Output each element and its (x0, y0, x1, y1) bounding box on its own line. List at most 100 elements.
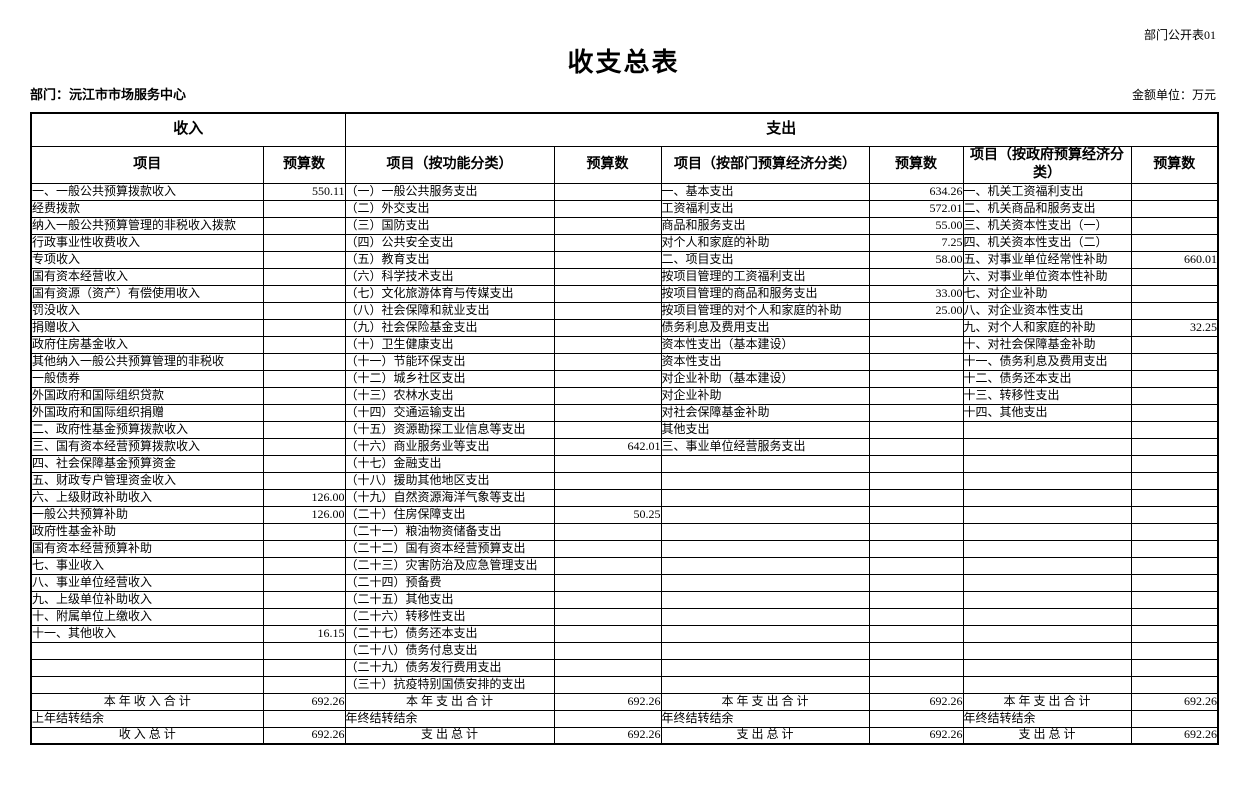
item-cell: （二十七）债务还本支出 (344, 624, 555, 643)
item-cell: （二十八）债务付息支出 (344, 641, 555, 660)
summary-value-cell (262, 709, 346, 728)
budget-value-cell: 572.01 (868, 199, 964, 218)
budget-value-cell (262, 352, 346, 371)
budget-value-cell (1130, 420, 1219, 439)
budget-value-cell (553, 335, 662, 354)
budget-value-cell (262, 556, 346, 575)
budget-value-cell (262, 369, 346, 388)
item-cell: （二十六）转移性支出 (344, 607, 555, 626)
budget-value-cell (262, 471, 346, 490)
item-cell (962, 471, 1132, 490)
budget-value-cell (553, 471, 662, 490)
budget-value-cell (262, 301, 346, 320)
budget-value-cell (1130, 675, 1219, 694)
budget-value-cell (553, 590, 662, 609)
item-cell: 经费拨款 (30, 199, 264, 218)
budget-value-cell (262, 437, 346, 456)
item-cell: 罚没收入 (30, 301, 264, 320)
budget-value-cell (868, 573, 964, 592)
table-row: 八、事业单位经营收入 （二十四）预备费 (30, 573, 1219, 592)
item-cell: 对企业补助 (660, 386, 870, 405)
budget-value-cell (1130, 335, 1219, 354)
item-cell: （十六）商业服务业等支出 (344, 437, 555, 456)
column-header-row: 项目 预算数 项目（按功能分类） 预算数 项目（按部门预算经济分类） 预算数 项… (30, 145, 1219, 184)
meta-row: 部门：沅江市市场服务中心 金额单位：万元 (30, 84, 1216, 103)
budget-value-cell: 55.00 (868, 216, 964, 235)
item-cell: （二十一）粮油物资储备支出 (344, 522, 555, 541)
budget-value-cell (1130, 573, 1219, 592)
item-cell (30, 641, 264, 660)
budget-value-cell (553, 199, 662, 218)
budget-value-cell (1130, 386, 1219, 405)
budget-value-cell (868, 420, 964, 439)
table-row: 一、一般公共预算拨款收入 550.11 （一）一般公共服务支出 一、基本支出 634.2… (30, 182, 1219, 201)
budget-value-cell (868, 488, 964, 507)
item-cell (962, 454, 1132, 473)
summary-value-cell: 692.26 (1130, 692, 1219, 711)
table-row: 行政事业性收费收入 （四）公共安全支出 对个人和家庭的补助 7.25 四、机关资本性支出… (30, 233, 1219, 252)
table-head: 收入 支出 项目 预算数 项目（按功能分类） 预算数 项目（按部门预算经济分类）… (30, 112, 1219, 184)
budget-value-cell (1130, 369, 1219, 388)
budget-value-cell (1130, 216, 1219, 235)
item-cell: （六）科学技术支出 (344, 267, 555, 286)
item-cell: 按项目管理的对个人和家庭的补助 (660, 301, 870, 320)
summary-value-cell: 692.26 (553, 692, 662, 711)
table-row: 九、上级单位补助收入 （二十五）其他支出 (30, 590, 1219, 609)
budget-value-cell: 642.01 (553, 437, 662, 456)
item-cell: 二、机关商品和服务支出 (962, 199, 1132, 218)
item-cell: （二十五）其他支出 (344, 590, 555, 609)
item-cell (660, 658, 870, 677)
budget-value-cell: 126.00 (262, 488, 346, 507)
item-cell (660, 675, 870, 694)
budget-value-cell (553, 318, 662, 337)
budget-value-cell (1130, 233, 1219, 252)
budget-value-cell (1130, 199, 1219, 218)
budget-value-cell (553, 539, 662, 558)
item-cell: 一、一般公共预算拨款收入 (30, 182, 264, 201)
budget-value-cell (553, 675, 662, 694)
table-row: 政府性基金补助 （二十一）粮油物资储备支出 (30, 522, 1219, 541)
item-cell: 四、社会保障基金预算资金 (30, 454, 264, 473)
item-cell: 三、事业单位经营服务支出 (660, 437, 870, 456)
item-cell (660, 641, 870, 660)
budget-value-cell (1130, 284, 1219, 303)
item-cell: 三、国有资本经营预算拨款收入 (30, 437, 264, 456)
item-cell: 按项目管理的工资福利支出 (660, 267, 870, 286)
item-cell: （二十三）灾害防治及应急管理支出 (344, 556, 555, 575)
summary-label-cell: 本 年 支 出 合 计 (344, 692, 555, 711)
summary-value-cell: 692.26 (262, 692, 346, 711)
item-cell: （二）外交支出 (344, 199, 555, 218)
budget-value-cell (1130, 556, 1219, 575)
budget-value-cell (553, 301, 662, 320)
item-cell: （三十）抗疫特别国债安排的支出 (344, 675, 555, 694)
table-row: 五、财政专户管理资金收入 （十八）援助其他地区支出 (30, 471, 1219, 490)
item-cell: （二十二）国有资本经营预算支出 (344, 539, 555, 558)
budget-value-cell (553, 488, 662, 507)
item-cell (962, 607, 1132, 626)
summary-value-cell (868, 709, 964, 728)
item-cell (962, 573, 1132, 592)
table-row: （二十八）债务付息支出 (30, 641, 1219, 660)
budget-value-cell (553, 573, 662, 592)
budget-value-cell (868, 471, 964, 490)
item-cell: 债务利息及费用支出 (660, 318, 870, 337)
item-cell: 十、对社会保障基金补助 (962, 335, 1132, 354)
budget-value-cell (1130, 607, 1219, 626)
item-cell (660, 471, 870, 490)
item-cell: 十、附属单位上缴收入 (30, 607, 264, 626)
budget-value-cell (262, 233, 346, 252)
item-cell (962, 641, 1132, 660)
budget-value-cell: 7.25 (868, 233, 964, 252)
item-cell: 三、机关资本性支出（一） (962, 216, 1132, 235)
col-header-functional-budget: 预算数 (553, 145, 662, 184)
table-row: 捐赠收入 （九）社会保险基金支出 债务利息及费用支出 九、对个人和家庭的补助 32.25 (30, 318, 1219, 337)
budget-value-cell (1130, 267, 1219, 286)
budget-value-cell (1130, 505, 1219, 524)
table-row: 十、附属单位上缴收入 （二十六）转移性支出 (30, 607, 1219, 626)
budget-value-cell (1130, 624, 1219, 643)
item-cell: 外国政府和国际组织捐赠 (30, 403, 264, 422)
budget-value-cell (553, 624, 662, 643)
budget-value-cell (553, 369, 662, 388)
summary-value-cell (553, 709, 662, 728)
item-cell: 对个人和家庭的补助 (660, 233, 870, 252)
